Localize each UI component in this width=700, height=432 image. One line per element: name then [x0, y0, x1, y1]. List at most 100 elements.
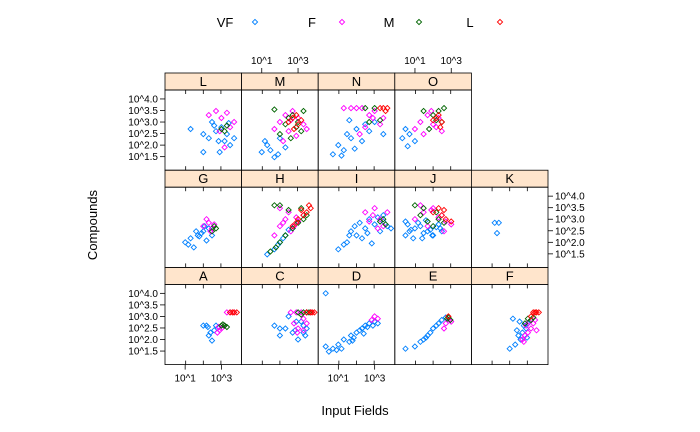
point-n-vf: [361, 121, 369, 128]
point-m-vf: [271, 153, 278, 161]
point-m-l: [289, 114, 296, 122]
panel-c: C: [241, 266, 319, 365]
point-g-m: [212, 225, 220, 232]
point-m-f: [300, 121, 307, 128]
point-j-vf: [411, 225, 419, 232]
point-f-f: [520, 338, 528, 346]
point-g-vf: [203, 237, 210, 244]
point-m-vf: [274, 151, 282, 158]
point-l-vf: [200, 130, 207, 138]
point-j-vf: [418, 235, 426, 242]
point-m-f: [279, 137, 287, 145]
point-n-vf: [353, 125, 360, 133]
point-e-f: [447, 318, 455, 325]
point-e-vf: [429, 325, 437, 332]
strip-label: M: [274, 74, 285, 89]
point-d-vf: [360, 330, 367, 337]
point-h-m: [294, 219, 302, 227]
point-i-vf: [340, 241, 348, 248]
point-d-vf: [325, 348, 333, 355]
point-j-m: [424, 218, 431, 225]
point-a-m: [223, 323, 231, 331]
strip-label: G: [198, 171, 208, 186]
point-a-vf: [210, 327, 218, 334]
point-a-vf: [204, 323, 212, 331]
point-d-vf: [374, 320, 382, 327]
point-e-vf: [438, 316, 446, 324]
point-j-f: [435, 214, 442, 221]
point-h-f: [276, 222, 284, 230]
point-e-vf: [427, 329, 434, 336]
point-l-vf: [226, 141, 234, 149]
point-i-vf: [376, 228, 384, 235]
point-d-vf: [364, 323, 371, 331]
point-g-f: [200, 222, 207, 230]
y-tick-label: 10^2.0: [555, 238, 585, 249]
panel-n: N: [317, 72, 396, 171]
point-o-vf: [411, 137, 419, 145]
point-o-vf: [399, 134, 406, 142]
y-tick-label: 10^2.5: [555, 226, 585, 237]
point-f-l: [535, 309, 543, 316]
point-h-vf: [263, 251, 271, 258]
point-m-l: [285, 118, 292, 126]
panel-frame: [394, 89, 472, 171]
point-e-vf: [417, 338, 424, 346]
point-g-vf: [181, 239, 189, 246]
point-h-l: [300, 211, 307, 219]
point-c-vf: [282, 325, 289, 332]
point-i-f: [361, 209, 369, 216]
point-c-f: [300, 315, 307, 322]
point-l-vf: [223, 130, 231, 138]
panel-f: F: [470, 266, 549, 365]
point-n-vf: [351, 145, 358, 152]
point-o-f: [429, 121, 437, 128]
point-i-vf: [335, 246, 342, 253]
point-o-m: [435, 107, 442, 115]
y-axis-title: Compounds: [85, 189, 100, 260]
legend: VF F M L: [217, 15, 504, 30]
point-j-vf: [407, 226, 415, 234]
point-m-f: [271, 125, 278, 133]
point-o-vf: [402, 125, 409, 133]
point-n-vf: [347, 134, 355, 142]
point-c-l: [308, 309, 316, 316]
point-m-m: [276, 130, 284, 138]
point-g-f: [207, 228, 214, 235]
point-f-l: [527, 313, 535, 320]
point-n-vf: [346, 116, 353, 124]
panel-frame: [241, 89, 319, 171]
point-d-vf: [371, 318, 378, 325]
y-tick-label: 10^2.0: [128, 335, 158, 346]
y-tick-label: 10^3.5: [128, 106, 158, 117]
point-o-vf: [404, 142, 411, 150]
strip-label: J: [430, 171, 437, 186]
point-c-m: [294, 309, 302, 316]
point-n-f: [361, 123, 369, 131]
point-i-vf: [358, 235, 366, 242]
point-i-m: [380, 215, 387, 223]
point-f-vf: [520, 322, 528, 329]
point-d-f: [374, 315, 382, 322]
point-m-vf: [261, 137, 269, 145]
point-j-l: [435, 204, 442, 212]
point-l-f: [221, 144, 228, 151]
strip-label: A: [199, 268, 208, 283]
panel-frame: [317, 283, 396, 365]
point-n-f: [340, 104, 348, 112]
panel-frame: [470, 283, 549, 365]
point-f-vf: [519, 329, 526, 336]
point-j-m: [411, 202, 419, 209]
point-c-vf: [276, 332, 284, 339]
point-l-m: [221, 127, 228, 135]
point-f-vf: [513, 327, 521, 334]
point-n-vf: [365, 127, 373, 135]
point-f-vf: [509, 315, 517, 322]
point-d-vf: [322, 343, 329, 350]
point-j-vf: [427, 226, 434, 234]
point-a-f: [214, 329, 221, 336]
point-n-f: [376, 121, 384, 128]
point-o-f: [428, 107, 435, 115]
strip-label: D: [352, 268, 361, 283]
